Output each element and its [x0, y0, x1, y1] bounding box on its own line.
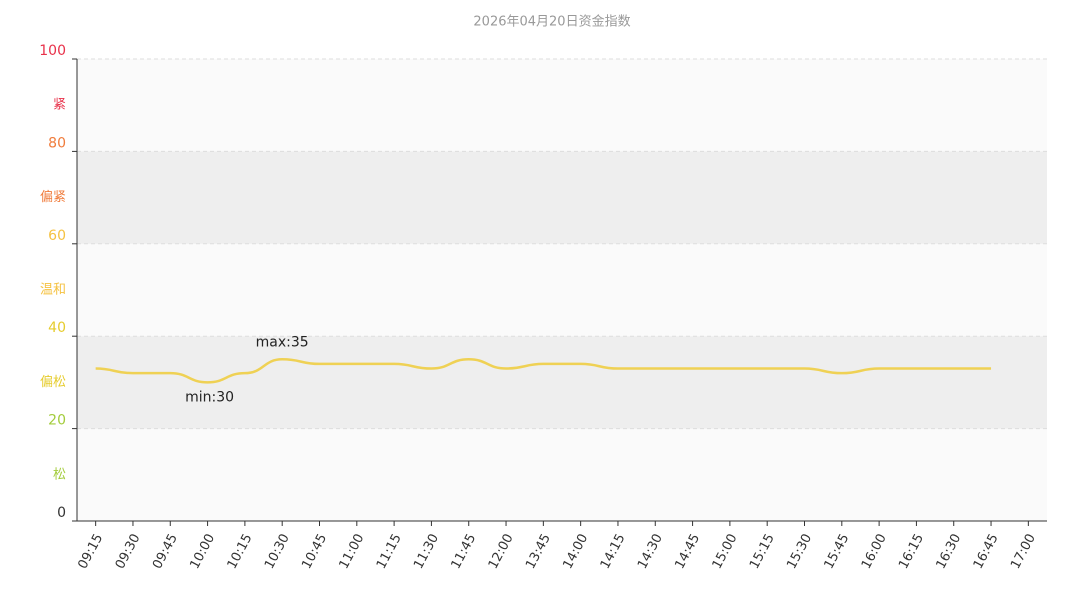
x-tick-label: 16:15 — [896, 531, 927, 571]
x-tick-label: 09:30 — [113, 531, 144, 571]
x-tick-label: 09:45 — [150, 531, 181, 571]
x-tick-label: 12:00 — [486, 531, 517, 571]
x-tick-label: 11:45 — [449, 531, 480, 571]
x-tick-label: 11:00 — [337, 531, 368, 571]
x-tick-label: 14:30 — [635, 531, 666, 571]
x-tick-label: 15:30 — [784, 531, 815, 571]
x-tick-label: 11:15 — [374, 531, 405, 571]
x-tick-label: 09:15 — [75, 531, 106, 571]
x-tick-label: 15:45 — [822, 531, 853, 571]
x-tick-label: 13:45 — [523, 531, 554, 571]
x-tick-label: 10:15 — [225, 531, 256, 571]
annotation: max:35 — [256, 334, 309, 350]
x-tick-label: 16:45 — [971, 531, 1002, 571]
zone-label: 松 — [53, 467, 66, 482]
y-tick-label: 40 — [48, 320, 66, 336]
y-tick-label: 60 — [48, 228, 66, 244]
zone-band — [77, 59, 1047, 152]
zone-band — [77, 151, 1047, 244]
zone-label: 温和 — [40, 283, 66, 298]
y-tick-label: 20 — [48, 413, 66, 429]
zone-band — [77, 336, 1047, 429]
zone-label: 偏紧 — [40, 190, 66, 205]
y-tick-label: 100 — [39, 43, 66, 59]
x-tick-label: 14:45 — [672, 531, 703, 571]
annotation: min:30 — [185, 389, 234, 405]
y-tick-label: 80 — [48, 135, 66, 151]
x-tick-label: 10:30 — [262, 531, 293, 571]
x-tick-label: 16:00 — [859, 531, 890, 571]
chart-title: 2026年04月20日资金指数 — [473, 14, 630, 30]
x-tick-label: 10:45 — [299, 531, 330, 571]
zone-band — [77, 428, 1047, 521]
x-tick-label: 17:00 — [1008, 531, 1039, 571]
x-tick-label: 14:00 — [560, 531, 591, 571]
x-tick-label: 14:15 — [598, 531, 629, 571]
zone-label: 偏松 — [40, 375, 66, 390]
x-tick-label: 15:00 — [710, 531, 741, 571]
zone-label: 紧 — [53, 98, 66, 113]
x-tick-label: 11:30 — [411, 531, 442, 571]
x-tick-label: 10:00 — [187, 531, 218, 571]
zone-band — [77, 243, 1047, 337]
x-tick-label: 16:30 — [934, 531, 965, 571]
y-tick-label: 0 — [57, 505, 66, 521]
data-line — [95, 358, 992, 384]
x-tick-label: 15:15 — [747, 531, 778, 571]
